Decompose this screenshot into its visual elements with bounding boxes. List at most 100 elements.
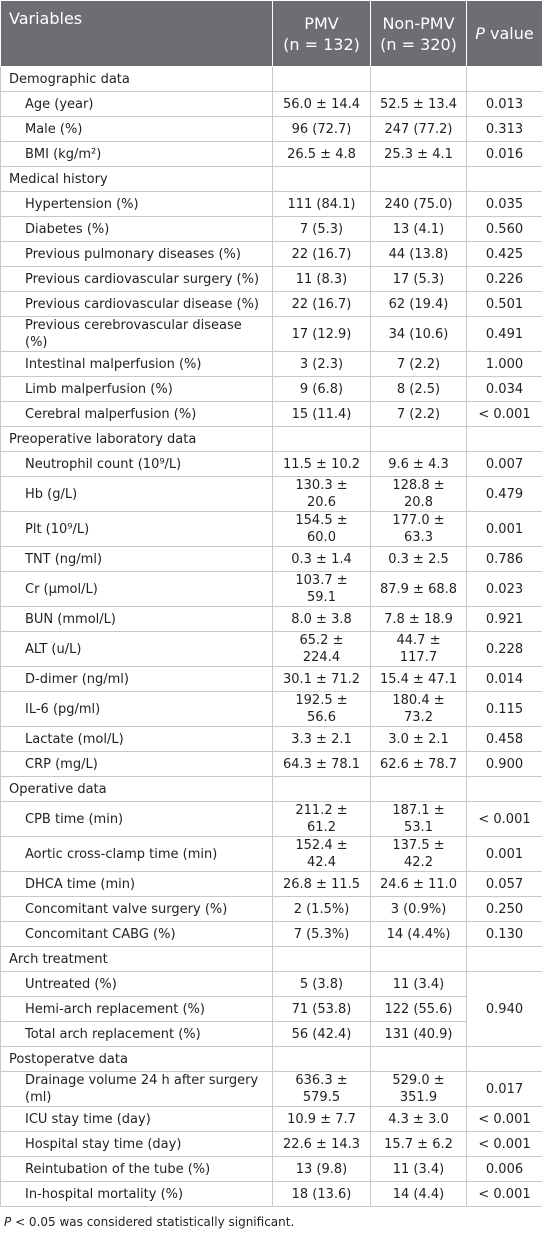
cell-value: 7 (5.3%) xyxy=(273,922,371,947)
row-label: In-hospital mortality (%) xyxy=(1,1182,273,1207)
header-cell: PMV(n = 132) xyxy=(273,1,371,67)
cell-value: 211.2 ± 61.2 xyxy=(273,802,371,837)
row-label: Lactate (mol/L) xyxy=(1,727,273,752)
cell-value: 8 (2.5) xyxy=(371,377,467,402)
cell-value: 0.250 xyxy=(467,897,542,922)
cell-value: 11 (3.4) xyxy=(371,972,467,997)
row-label: CPB time (min) xyxy=(1,802,273,837)
cell-value: 636.3 ± 579.5 xyxy=(273,1072,371,1107)
empty-cell xyxy=(467,167,542,192)
cell-value: 0.017 xyxy=(467,1072,542,1107)
cell-value: 3.3 ± 2.1 xyxy=(273,727,371,752)
section-title: Operative data xyxy=(1,777,273,802)
cell-value: 111 (84.1) xyxy=(273,192,371,217)
section-row: Medical history xyxy=(1,167,542,192)
cell-value: 56.0 ± 14.4 xyxy=(273,92,371,117)
data-row: Untreated (%)5 (3.8)11 (3.4)0.940 xyxy=(1,972,542,997)
cell-value: 25.3 ± 4.1 xyxy=(371,142,467,167)
data-row: Diabetes (%)7 (5.3)13 (4.1)0.560 xyxy=(1,217,542,242)
cell-value: 0.007 xyxy=(467,452,542,477)
row-label: Hb (g/L) xyxy=(1,477,273,512)
row-label: Untreated (%) xyxy=(1,972,273,997)
cell-value: 15.7 ± 6.2 xyxy=(371,1132,467,1157)
cell-value: 0.940 xyxy=(467,972,542,1047)
cell-value: 0.3 ± 1.4 xyxy=(273,547,371,572)
cell-value: 11.5 ± 10.2 xyxy=(273,452,371,477)
data-row: Total arch replacement (%)56 (42.4)131 (… xyxy=(1,1022,542,1047)
data-row: Hypertension (%)111 (84.1)240 (75.0)0.03… xyxy=(1,192,542,217)
cell-value: 0.900 xyxy=(467,752,542,777)
empty-cell xyxy=(467,777,542,802)
cell-value: 0.501 xyxy=(467,292,542,317)
row-label: Reintubation of the tube (%) xyxy=(1,1157,273,1182)
row-label: Cr (μmol/L) xyxy=(1,572,273,607)
cell-value: 0.226 xyxy=(467,267,542,292)
cell-value: < 0.001 xyxy=(467,402,542,427)
row-label: Male (%) xyxy=(1,117,273,142)
cell-value: 71 (53.8) xyxy=(273,997,371,1022)
cell-value: 22.6 ± 14.3 xyxy=(273,1132,371,1157)
row-label: Age (year) xyxy=(1,92,273,117)
cell-value: 0.023 xyxy=(467,572,542,607)
cell-value: 0.057 xyxy=(467,872,542,897)
cell-value: 15.4 ± 47.1 xyxy=(371,667,467,692)
footnote-text: P xyxy=(4,1215,11,1229)
row-label: BUN (mmol/L) xyxy=(1,607,273,632)
cell-value: 0.228 xyxy=(467,632,542,667)
data-row: Reintubation of the tube (%)13 (9.8)11 (… xyxy=(1,1157,542,1182)
cell-value: 10.9 ± 7.7 xyxy=(273,1107,371,1132)
row-label: Hemi-arch replacement (%) xyxy=(1,997,273,1022)
row-label: Neutrophil count (10⁹/L) xyxy=(1,452,273,477)
row-label: CRP (mg/L) xyxy=(1,752,273,777)
empty-cell xyxy=(273,777,371,802)
section-row: Operative data xyxy=(1,777,542,802)
footnote: P < 0.05 was considered statistically si… xyxy=(0,1207,542,1237)
empty-cell xyxy=(273,427,371,452)
cell-value: 44 (13.8) xyxy=(371,242,467,267)
cell-value: 0.560 xyxy=(467,217,542,242)
header-text: (n = 132) xyxy=(283,35,360,54)
data-row: Hemi-arch replacement (%)71 (53.8)122 (5… xyxy=(1,997,542,1022)
cell-value: 0.491 xyxy=(467,317,542,352)
cell-value: 2 (1.5%) xyxy=(273,897,371,922)
cell-value: < 0.001 xyxy=(467,802,542,837)
empty-cell xyxy=(371,67,467,92)
cell-value: 0.130 xyxy=(467,922,542,947)
empty-cell xyxy=(467,947,542,972)
cell-value: < 0.001 xyxy=(467,1132,542,1157)
empty-cell xyxy=(371,1047,467,1072)
cell-value: 103.7 ± 59.1 xyxy=(273,572,371,607)
data-row: Concomitant CABG (%)7 (5.3%)14 (4.4%)0.1… xyxy=(1,922,542,947)
section-row: Preoperative laboratory data xyxy=(1,427,542,452)
empty-cell xyxy=(467,1047,542,1072)
empty-cell xyxy=(273,1047,371,1072)
cell-value: 11 (3.4) xyxy=(371,1157,467,1182)
cell-value: 192.5 ± 56.6 xyxy=(273,692,371,727)
row-label: Concomitant CABG (%) xyxy=(1,922,273,947)
cell-value: 13 (9.8) xyxy=(273,1157,371,1182)
row-label: Total arch replacement (%) xyxy=(1,1022,273,1047)
empty-cell xyxy=(371,427,467,452)
cell-value: 4.3 ± 3.0 xyxy=(371,1107,467,1132)
header-cell: P value xyxy=(467,1,542,67)
cell-value: 0.115 xyxy=(467,692,542,727)
cell-value: 0.479 xyxy=(467,477,542,512)
row-label: Diabetes (%) xyxy=(1,217,273,242)
row-label: Previous cerebrovascular disease (%) xyxy=(1,317,273,352)
cell-value: 0.001 xyxy=(467,512,542,547)
header-text: value xyxy=(485,24,534,43)
cell-value: 137.5 ± 42.2 xyxy=(371,837,467,872)
cell-value: 187.1 ± 53.1 xyxy=(371,802,467,837)
empty-cell xyxy=(467,67,542,92)
row-label: Previous pulmonary diseases (%) xyxy=(1,242,273,267)
row-label: Hospital stay time (day) xyxy=(1,1132,273,1157)
